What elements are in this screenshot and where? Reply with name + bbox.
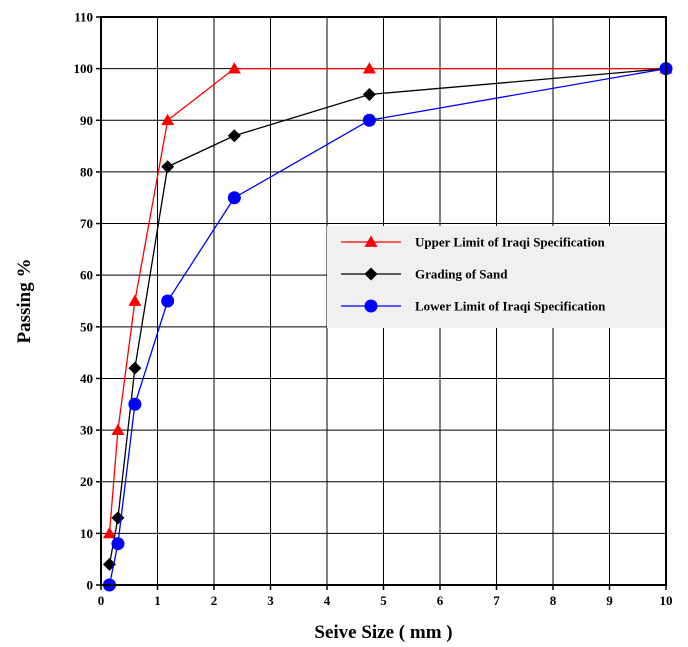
y-tick-label: 30 [80,423,93,438]
x-tick-label: 8 [550,593,557,608]
legend-label: Lower Limit of Iraqi Specification [415,299,606,314]
x-tick-label: 3 [267,593,274,608]
legend-box [327,226,665,328]
x-tick-label: 4 [324,593,331,608]
data-point [227,191,241,205]
x-tick-label: 0 [98,593,105,608]
x-tick-label: 6 [437,593,444,608]
y-tick-label: 110 [74,10,93,25]
data-point [161,294,175,308]
legend-marker [364,235,378,247]
x-tick-label: 5 [380,593,387,608]
series-layer [102,62,673,592]
y-axis-title: Passing % [14,259,35,344]
legend-marker [364,299,378,313]
y-tick-label: 70 [80,216,93,231]
data-point [111,511,125,525]
data-point [102,526,116,539]
data-point [161,113,175,126]
y-tick-label: 20 [80,474,93,489]
y-tick-label: 0 [87,578,94,593]
data-point [111,423,125,435]
x-tick-label: 1 [154,593,161,608]
y-tick-label: 60 [80,268,93,283]
legend-label: Upper Limit of Iraqi Specification [415,235,605,250]
data-point [362,87,376,101]
data-point [161,160,175,174]
x-tick-label: 10 [660,593,673,608]
data-point [227,62,241,74]
data-point [128,294,142,306]
y-tick-label: 80 [80,164,93,179]
x-tick-label: 2 [211,593,218,608]
x-tick-label: 7 [493,593,500,608]
data-point [227,129,241,143]
legend: Upper Limit of Iraqi Specification Gradin… [327,226,665,328]
data-point [111,537,125,551]
x-tick-label: 9 [606,593,613,608]
y-tick-label: 100 [74,61,94,76]
legend-label: Grading of Sand [415,267,508,282]
data-point [362,113,376,127]
y-tick-label: 50 [80,319,93,334]
y-tick-label: 90 [80,113,93,128]
data-point [128,397,142,411]
series-circle [102,62,673,592]
y-tick-label: 10 [80,526,93,541]
data-point [362,62,376,74]
data-point [128,361,142,375]
x-axis-title: Seive Size ( mm ) [314,622,452,643]
legend-marker [364,267,378,281]
y-tick-label: 40 [80,371,93,386]
